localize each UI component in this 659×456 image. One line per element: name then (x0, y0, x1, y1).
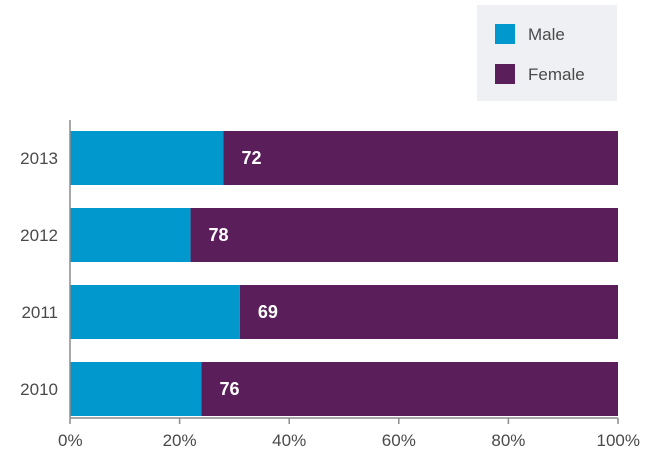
data-label-2012: 78 (209, 225, 229, 245)
x-tick-label-20: 20% (163, 431, 197, 450)
bar-male-2012 (70, 208, 191, 262)
x-tick-label-40: 40% (272, 431, 306, 450)
x-tick-label-60: 60% (382, 431, 416, 450)
bar-female-2011 (239, 285, 618, 339)
legend-background (477, 5, 617, 101)
legend-label-female: Female (528, 65, 585, 84)
legend-swatch-male (495, 24, 515, 44)
bar-female-2010 (201, 362, 618, 416)
bar-male-2010 (70, 362, 202, 416)
y-tick-label-2010: 2010 (20, 380, 58, 399)
data-label-2011: 69 (258, 302, 278, 322)
axes-layer: 2013 2012 2011 2010 0% 20% 40% 60% 80% 100% (20, 120, 640, 450)
bar-male-2011 (70, 285, 240, 339)
label-layer: 72 78 69 76 (209, 148, 278, 399)
x-tick-label-0: 0% (58, 431, 83, 450)
x-tick-label-100: 100% (597, 431, 640, 450)
bar-male-2013 (70, 131, 224, 185)
data-label-2013: 72 (241, 148, 261, 168)
data-label-2010: 76 (220, 379, 240, 399)
legend-swatch-female (495, 64, 515, 84)
y-tick-label-2013: 2013 (20, 149, 58, 168)
legend-label-male: Male (528, 25, 565, 44)
legend: Male Female (477, 5, 617, 101)
bar-female-2013 (223, 131, 618, 185)
y-tick-label-2011: 2011 (21, 303, 58, 322)
y-tick-label-2012: 2012 (20, 226, 58, 245)
bar-layer (70, 131, 618, 416)
x-tick-label-80: 80% (491, 431, 525, 450)
bar-female-2012 (190, 208, 618, 262)
